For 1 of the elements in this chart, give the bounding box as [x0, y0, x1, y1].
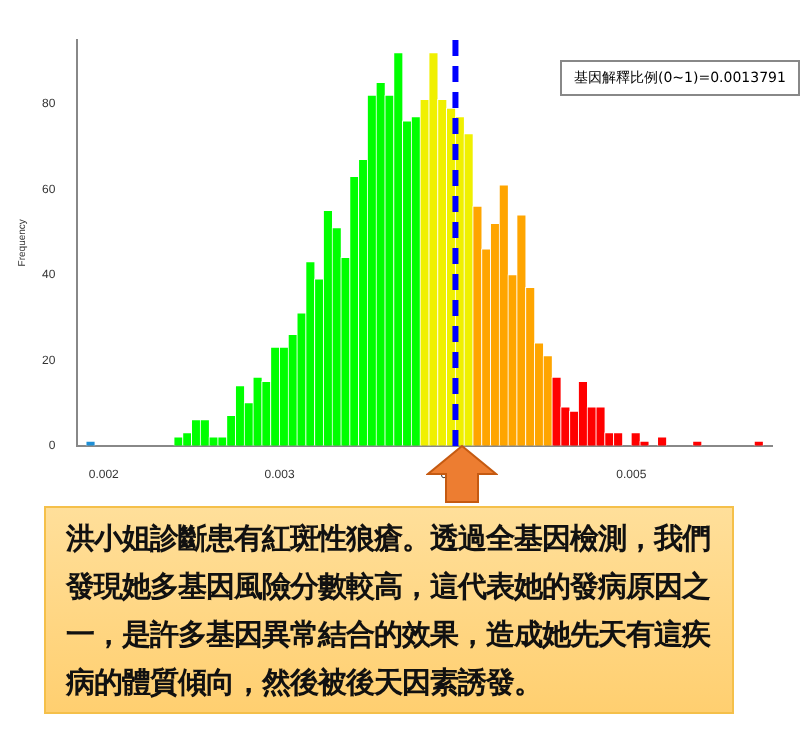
text: 洪小姐診斷患有紅斑性狼瘡。透過全基因檢測，我們發現她多基因風險分數較高，這代表她的發病原因之一，是許多基因異常結合的效果，造成她先天有這疾病的體質傾向，然後被後天因素誘發。	[44, 506, 734, 714]
